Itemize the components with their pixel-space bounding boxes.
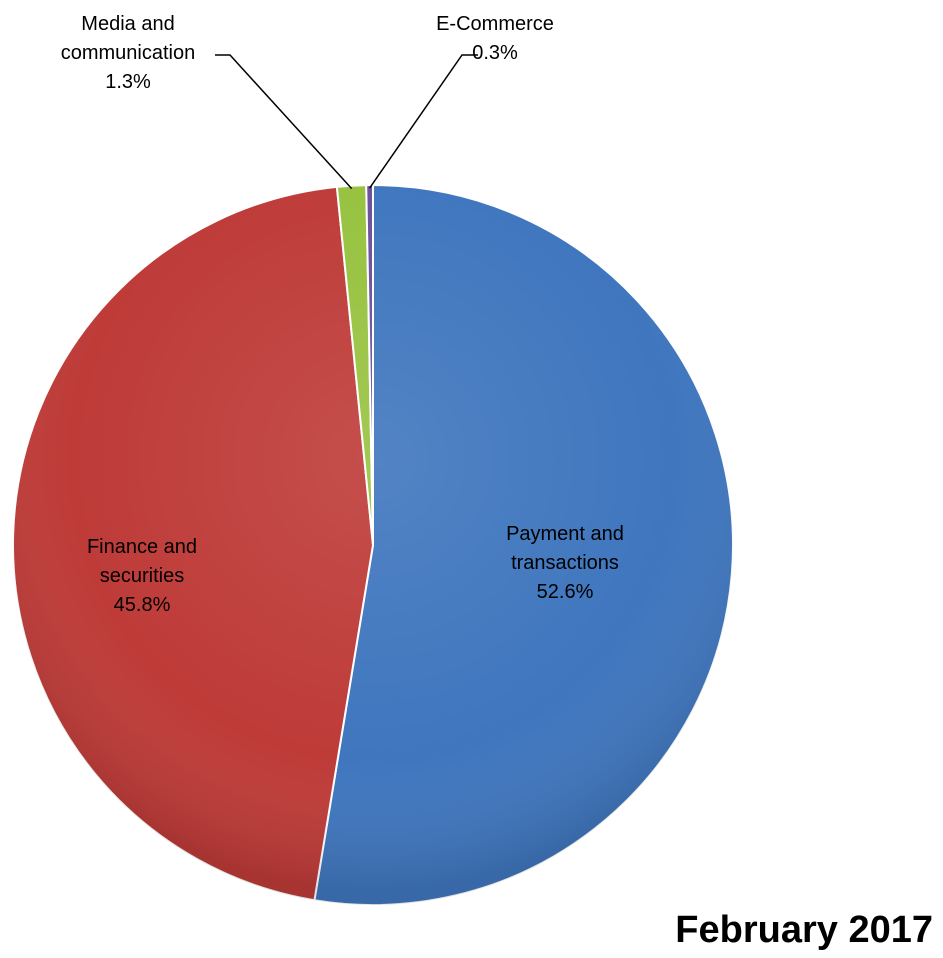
slice-label-media-and-communication: Media and communication 1.3% (61, 13, 196, 93)
chart-caption: February 2017 (675, 909, 933, 951)
slice-label-e-commerce: E-Commerce 0.3% (436, 13, 554, 64)
slice-label-payment-and-transactions: Payment and transactions 52.6% (506, 523, 624, 603)
leader-lines (215, 54, 478, 190)
leader-line-media-and-communication (215, 54, 353, 190)
leader-line-e-commerce (369, 54, 478, 189)
slice-label-finance-and-securities: Finance and securities 45.8% (87, 536, 197, 616)
slice-labels: Payment and transactions 52.6% Finance and s… (61, 13, 624, 616)
